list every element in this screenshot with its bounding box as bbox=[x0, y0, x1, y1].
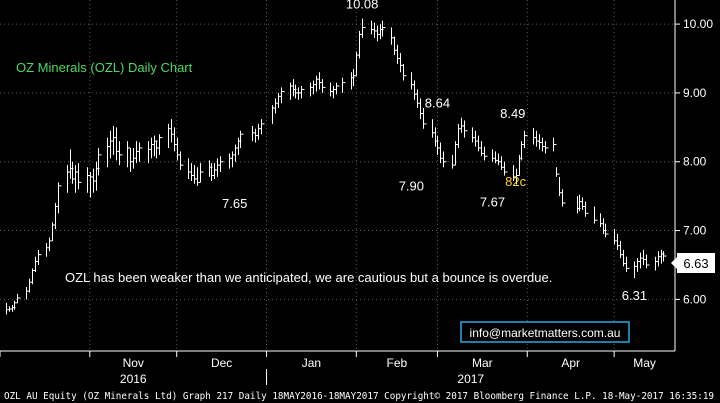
last-price-box-bg bbox=[677, 253, 715, 273]
x-axis-ticks: Nov Dec Jan Feb Mar Apr May 2016 2017 bbox=[0, 351, 656, 386]
price-bar bbox=[464, 120, 468, 138]
price-bar bbox=[261, 119, 265, 135]
price-bar bbox=[556, 167, 560, 177]
price-bar bbox=[301, 86, 305, 99]
contact-email[interactable]: info@marketmatters.com.au bbox=[470, 326, 621, 340]
price-bar bbox=[220, 156, 224, 173]
price-labels: 10.08 8.64 8.49 7.65 7.90 7.67 6.31 82c bbox=[222, 0, 647, 303]
price-bar bbox=[382, 20, 386, 37]
price-label: 10.08 bbox=[346, 0, 379, 12]
price-label: 8.64 bbox=[425, 96, 450, 111]
price-label: 7.67 bbox=[480, 194, 505, 209]
price-bar bbox=[443, 151, 447, 168]
price-bar bbox=[524, 130, 528, 148]
last-price-label: 6.63 bbox=[683, 256, 708, 271]
x-month-label: Dec bbox=[211, 356, 232, 370]
price-bar bbox=[38, 249, 42, 265]
footer-text: OZL AU Equity (OZ Minerals Ltd) Graph 21… bbox=[4, 391, 714, 402]
price-bar bbox=[484, 146, 488, 161]
x-month-label: Feb bbox=[387, 356, 408, 370]
price-label: 6.31 bbox=[622, 288, 647, 303]
price-bars bbox=[6, 18, 667, 315]
x-month-label: Mar bbox=[472, 356, 493, 370]
price-bar bbox=[322, 79, 326, 93]
y-tick-label: 6.00 bbox=[683, 292, 707, 306]
price-bar bbox=[78, 163, 82, 190]
x-month-label: Nov bbox=[123, 356, 144, 370]
price-label: 8.49 bbox=[500, 106, 525, 121]
x-month-label: May bbox=[633, 356, 656, 370]
contact-box-border bbox=[460, 321, 630, 343]
last-price-box: 6.63 bbox=[671, 253, 715, 273]
price-bar bbox=[594, 206, 598, 224]
x-year-label: 2017 bbox=[457, 372, 484, 386]
y-tick-label: 9.00 bbox=[683, 86, 707, 100]
price-label: 82c bbox=[505, 174, 526, 189]
price-bar bbox=[119, 141, 123, 166]
price-bar bbox=[281, 87, 285, 104]
price-bar bbox=[553, 137, 557, 152]
contact-box: info@marketmatters.com.au bbox=[460, 321, 630, 343]
price-bar bbox=[626, 256, 630, 272]
price-bar bbox=[240, 130, 244, 148]
price-bar bbox=[545, 141, 549, 154]
price-bar bbox=[403, 64, 407, 81]
x-month-label: Jan bbox=[302, 356, 321, 370]
price-bar bbox=[200, 163, 204, 183]
y-tick-label: 10.00 bbox=[683, 17, 713, 31]
price-bar bbox=[17, 293, 21, 303]
y-tick-label: 8.00 bbox=[683, 155, 707, 169]
price-bar bbox=[362, 18, 366, 38]
price-bar bbox=[504, 161, 508, 176]
y-axis-ticks: 6.00 7.00 8.00 9.00 10.00 bbox=[675, 17, 713, 306]
grid-lines bbox=[0, 0, 675, 351]
price-bar bbox=[585, 201, 589, 217]
price-bar bbox=[605, 223, 609, 238]
price-bar bbox=[58, 182, 62, 214]
chart-title: OZ Minerals (OZL) Daily Chart bbox=[16, 60, 193, 75]
x-month-label: Apr bbox=[561, 356, 580, 370]
x-year-label: 2016 bbox=[120, 372, 147, 386]
y-tick-label: 7.00 bbox=[683, 224, 707, 238]
price-bar bbox=[342, 77, 346, 93]
price-bar bbox=[663, 251, 667, 262]
price-bar bbox=[423, 108, 427, 129]
price-bar bbox=[139, 142, 143, 162]
price-label: 7.90 bbox=[399, 179, 424, 194]
price-bar bbox=[159, 134, 163, 155]
price-bar bbox=[336, 82, 340, 95]
price-bar bbox=[180, 151, 184, 170]
price-bar bbox=[98, 147, 102, 176]
chart-annotation: OZL has been weaker than we anticipated,… bbox=[65, 270, 552, 285]
axes-frame bbox=[0, 0, 676, 352]
price-label: 7.65 bbox=[222, 196, 247, 211]
price-bar bbox=[646, 254, 650, 269]
last-price-pointer bbox=[671, 257, 677, 269]
price-bar bbox=[562, 189, 566, 207]
